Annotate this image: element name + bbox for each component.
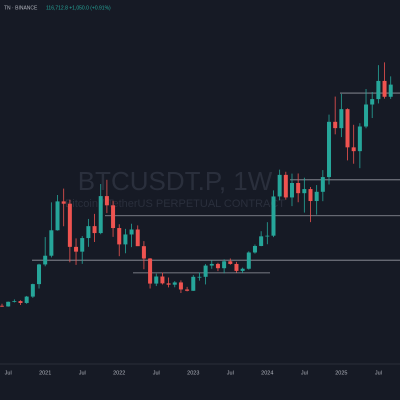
candle-body xyxy=(43,255,48,265)
x-tick-label: Jul xyxy=(375,370,382,376)
quote: 116,712.8 +1,050.0 (+0.91%) xyxy=(46,5,111,11)
candle-body xyxy=(234,263,239,271)
candle-body xyxy=(80,238,85,252)
candle-body xyxy=(246,252,251,269)
candle-body xyxy=(364,104,369,127)
candle-body xyxy=(86,226,91,239)
watermark-subtitle: Bitcoin / TetherUS PERPETUAL CONTRACT xyxy=(65,198,285,210)
x-tick-label: 2024 xyxy=(261,370,273,376)
candle-body xyxy=(333,121,338,129)
candle-body xyxy=(308,189,313,202)
candle-body xyxy=(209,263,214,266)
candle-body xyxy=(388,84,393,97)
candle-body xyxy=(154,276,159,284)
candle-body xyxy=(277,174,282,197)
x-tick-label: Jul xyxy=(227,370,234,376)
x-tick-label: Jul xyxy=(5,370,12,376)
x-tick-label: 2021 xyxy=(39,370,51,376)
candle-body xyxy=(37,264,42,285)
candle-body xyxy=(222,261,227,269)
candle-body xyxy=(351,147,356,152)
x-tick-label: 2025 xyxy=(335,370,347,376)
candle-body xyxy=(104,196,109,206)
candle-body xyxy=(6,301,11,307)
candle-body xyxy=(382,80,387,97)
candle-body xyxy=(117,228,122,245)
candle-body xyxy=(98,196,103,234)
candle-body xyxy=(61,201,66,204)
candle-body xyxy=(148,258,153,284)
candle-body xyxy=(24,296,29,303)
x-tick-label: Jul xyxy=(153,370,160,376)
candle-body xyxy=(357,126,362,152)
x-tick-label: Jul xyxy=(79,370,86,376)
candle-body xyxy=(55,201,60,231)
candle-body xyxy=(129,229,134,235)
candle-body xyxy=(327,121,332,178)
candle-body xyxy=(259,236,264,246)
candle-body xyxy=(376,80,381,100)
candle-body xyxy=(320,177,325,192)
candle-body xyxy=(370,99,375,105)
candle-body xyxy=(203,265,208,277)
candle-body xyxy=(92,226,97,234)
candle-body xyxy=(49,230,54,256)
candle-body xyxy=(18,301,23,303)
candle-body xyxy=(30,284,35,297)
candle-body xyxy=(271,196,276,236)
candle-body xyxy=(0,305,4,307)
candle-body xyxy=(141,246,146,259)
candle-body xyxy=(265,235,270,237)
candle-body xyxy=(296,183,301,194)
candle-body xyxy=(135,229,140,247)
candle-body xyxy=(289,183,294,198)
x-tick-label: Jul xyxy=(301,370,308,376)
candle-body xyxy=(166,283,171,285)
candle-body xyxy=(283,174,288,198)
candle-body xyxy=(339,109,344,129)
candle-body xyxy=(191,276,196,291)
candle-body xyxy=(67,203,72,247)
candle-body xyxy=(240,268,245,271)
candle-body xyxy=(215,263,220,269)
candle-body xyxy=(178,282,183,290)
watermark-title: BTCUSDT.P, 1W xyxy=(78,166,273,196)
symbol: TN · BINANCE xyxy=(4,5,38,11)
candle-body xyxy=(197,276,202,278)
candle-body xyxy=(185,289,190,291)
candle-body xyxy=(111,205,116,229)
candle-body xyxy=(228,261,233,264)
candle-body xyxy=(123,234,128,245)
x-tick-label: 2023 xyxy=(187,370,199,376)
candle-body xyxy=(160,276,165,284)
candle-body xyxy=(252,245,257,253)
x-tick-label: 2022 xyxy=(113,370,125,376)
candle-body xyxy=(172,282,177,285)
candle-body xyxy=(302,189,307,194)
candle-body xyxy=(314,191,319,202)
candle-body xyxy=(12,301,17,302)
candle-body xyxy=(74,246,79,252)
candle-body xyxy=(345,109,350,148)
